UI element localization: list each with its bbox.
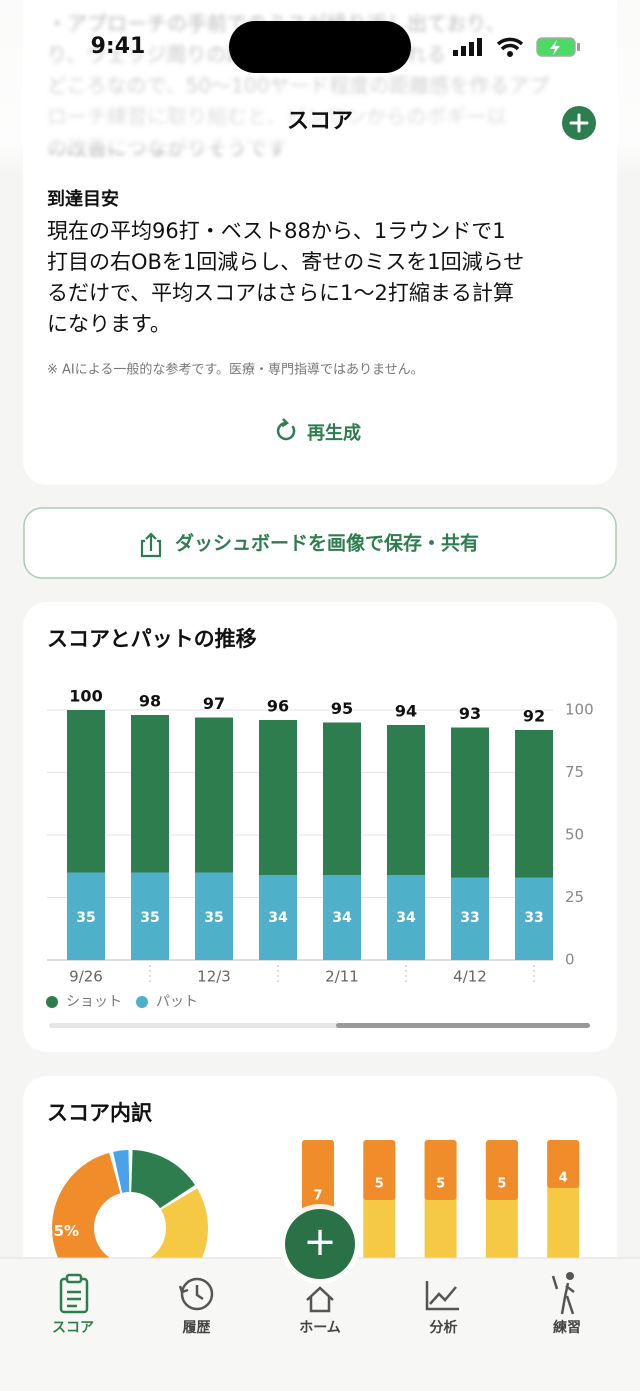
header-title: スコア [287, 109, 353, 134]
legend-dot [136, 996, 148, 1008]
body-line: になります。 [47, 312, 171, 336]
share-button[interactable] [23, 507, 617, 579]
donut-slice [52, 1152, 121, 1258]
add-icon [569, 113, 589, 133]
bar-label: 33 [524, 910, 543, 926]
bar-segment [323, 875, 361, 960]
bar [424, 1140, 457, 1200]
clock: 9:41 [91, 34, 146, 59]
fab[interactable] [285, 1209, 355, 1279]
x-tick-label: 9/26 [69, 968, 103, 986]
total-label: 100 [69, 687, 102, 706]
bar-segment [67, 872, 105, 960]
tab-label[interactable]: ホーム [299, 1320, 341, 1336]
bar-segment [387, 725, 425, 875]
legend-dot [46, 996, 58, 1008]
status-icons [453, 37, 580, 57]
regenerate[interactable]: 再生成 [276, 418, 361, 444]
total-label: 97 [203, 694, 225, 713]
y-tick-label: 100 [565, 701, 594, 719]
bar-label: 34 [332, 910, 352, 926]
legend-label: ショット [66, 994, 122, 1010]
share-label[interactable]: ダッシュボードを画像で保存・共有 [175, 532, 479, 555]
bar-label: 35 [204, 910, 223, 926]
total-label: 92 [523, 707, 545, 726]
bar-segment [515, 877, 553, 960]
bar-segment [451, 727, 489, 878]
body-line: るだけで、平均スコアはさらに1〜2打縮まる計算 [47, 281, 514, 305]
total-label: 98 [139, 692, 161, 711]
bar-label: 34 [268, 910, 288, 926]
y-tick-label: 75 [565, 763, 584, 781]
bar-label: 5 [436, 1177, 445, 1192]
slice-label: 55% [43, 1222, 79, 1240]
tab-icons [59, 1272, 575, 1315]
total-label: 96 [267, 697, 289, 716]
bar-segment [323, 722, 361, 875]
bar-label: 5 [375, 1177, 384, 1192]
advice-note: ※ AIによる一般的な参考です。医療・専門指導ではありません。 [47, 362, 424, 378]
tab-label[interactable]: 練習 [553, 1319, 581, 1336]
bar-segment [451, 877, 489, 960]
total-label: 95 [331, 699, 353, 718]
total-label: 94 [395, 702, 417, 721]
advice-body: 現在の平均96打・ベスト88から、1ラウンドで1 打目の右OBを1回減らし、寄せの… [47, 219, 524, 336]
bar [547, 1140, 580, 1188]
bar-segment [195, 872, 233, 960]
advice-heading: 到達目安 [47, 188, 119, 210]
fab-label[interactable]: + [303, 1219, 337, 1265]
bar-segment [131, 715, 169, 873]
bar-segment [131, 872, 169, 960]
y-tick-label: 50 [565, 826, 584, 844]
scroll-thumb[interactable] [336, 1023, 590, 1028]
x-tick-label: 4/12 [453, 968, 487, 986]
tab-label[interactable]: 履歴 [183, 1319, 211, 1336]
share-icon [140, 532, 162, 558]
bar [302, 1140, 334, 1224]
x-tick-label: 2/11 [325, 968, 359, 986]
regenerate-label[interactable]: 再生成 [307, 422, 361, 444]
donut-slice [149, 1188, 208, 1258]
tab-label[interactable]: スコア [52, 1320, 94, 1336]
legend-label: パット [156, 994, 198, 1010]
bar-label: 35 [140, 910, 159, 926]
donut-slice [113, 1150, 130, 1193]
donut-slice [131, 1150, 196, 1209]
bar-label: 5 [497, 1177, 506, 1192]
bar-segment [259, 875, 297, 960]
bar-segment [515, 730, 553, 878]
dynamic-island [229, 21, 411, 73]
tab-label[interactable]: 分析 [430, 1319, 458, 1336]
body-line: 打目の右OBを1回減らし、寄せのミスを1回減らせ [47, 250, 524, 274]
total-label: 93 [459, 704, 481, 723]
bar-segment [195, 717, 233, 873]
bar-label: 35 [76, 910, 95, 926]
bar-label: 7 [313, 1189, 322, 1204]
trend-title: スコアとパットの推移 [47, 627, 257, 651]
breakdown-title: スコア内訳 [47, 1101, 153, 1125]
bar-label: 33 [460, 910, 479, 926]
y-tick-label: 0 [565, 951, 575, 969]
x-tick-label: 12/3 [197, 968, 231, 986]
y-tick-label: 25 [565, 888, 584, 906]
bar-segment [67, 710, 105, 873]
bar [363, 1140, 396, 1200]
bar-segment [259, 720, 297, 875]
bar [485, 1140, 518, 1200]
bar-label: 34 [396, 910, 416, 926]
body-line: 現在の平均96打・ベスト88から、1ラウンドで1 [47, 219, 506, 243]
bar-label: 4 [559, 1171, 568, 1186]
bar-segment [387, 875, 425, 960]
